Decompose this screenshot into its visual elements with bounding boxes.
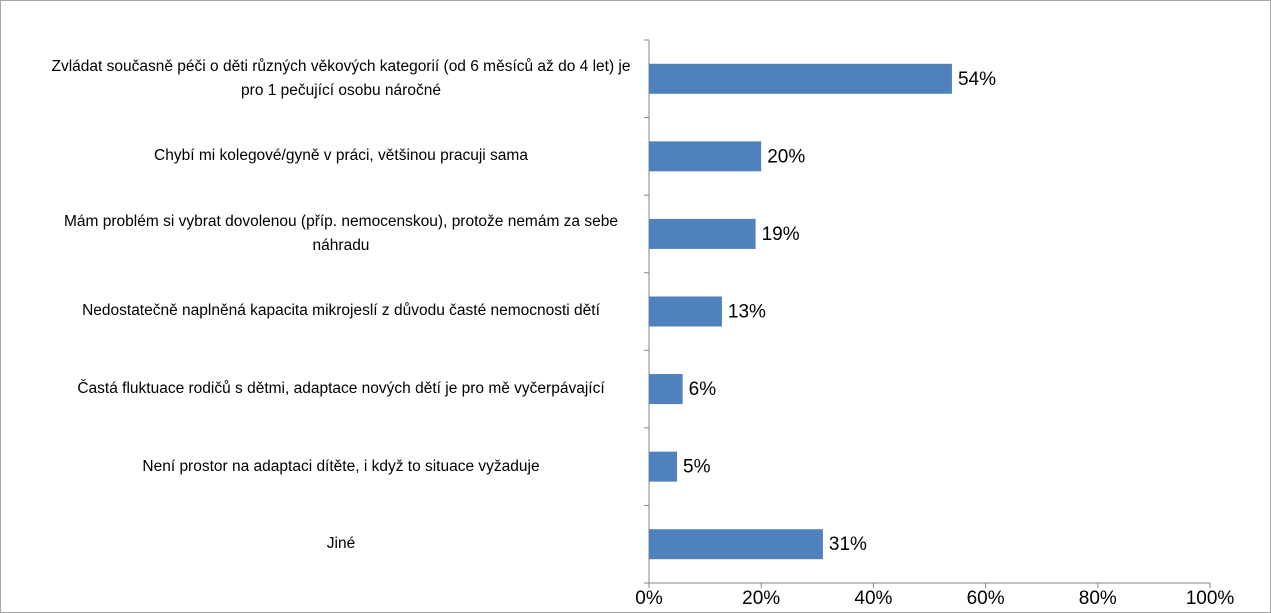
bar [649, 218, 756, 249]
x-tick-label: 60% [967, 588, 1005, 609]
value-label: 20% [767, 146, 805, 167]
value-label: 31% [829, 534, 867, 555]
value-label: 54% [958, 69, 996, 90]
x-tick-label: 80% [1079, 588, 1117, 609]
bar [649, 63, 952, 94]
bar [649, 451, 678, 482]
y-tick-label: Jiné [326, 535, 356, 553]
bar [649, 296, 722, 327]
x-tick-label: 20% [742, 588, 780, 609]
y-tick-label: Zvládat současně péči o děti různých věk… [51, 57, 631, 99]
value-label: 6% [689, 379, 717, 400]
y-tick-label: Mám problém si vybrat dovolenou (příp. n… [64, 212, 618, 254]
value-label: 13% [728, 302, 766, 323]
x-tick-label: 100% [1186, 588, 1235, 609]
value-label: 19% [762, 224, 800, 245]
bar [649, 529, 823, 560]
bar [649, 374, 683, 405]
bar [649, 141, 762, 172]
x-tick-label: 0% [635, 588, 663, 609]
y-tick-label: Nedostatečně naplněná kapacita mikrojesl… [82, 302, 600, 320]
y-tick-label: Není prostor na adaptaci dítěte, i když … [142, 457, 540, 475]
x-tick-label: 40% [854, 588, 892, 609]
value-label: 5% [683, 457, 711, 478]
y-tick-label: Častá fluktuace rodičů s dětmi, adaptace… [77, 380, 605, 398]
y-tick-label: Chybí mi kolegové/gyně v práci, většinou… [154, 147, 528, 165]
